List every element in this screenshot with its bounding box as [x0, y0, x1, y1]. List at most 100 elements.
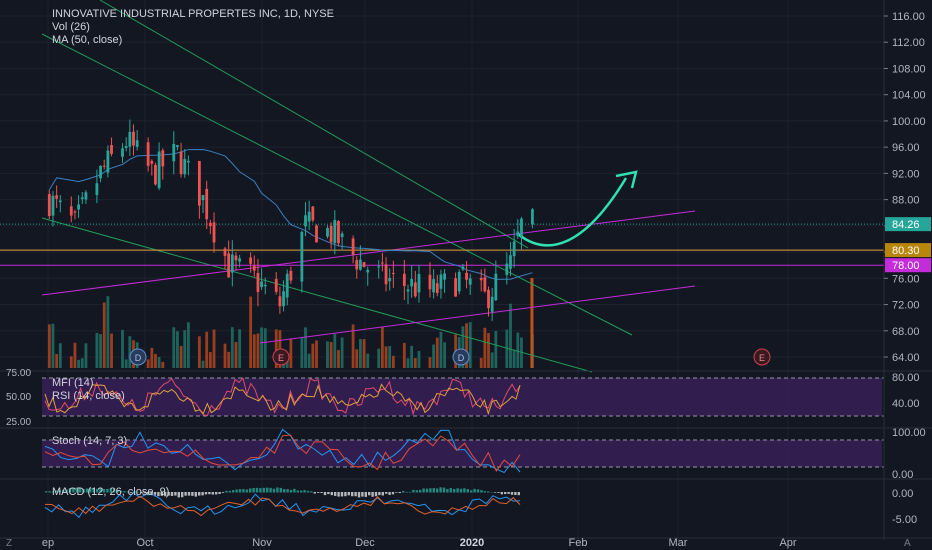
rsi-indicator-label[interactable]: RSI (14, close)	[52, 390, 125, 402]
candle-body	[465, 272, 468, 280]
macd-indicator-label[interactable]: MACD (12, 26, close, 9)	[52, 486, 170, 498]
candle-body	[106, 150, 110, 173]
volume-bar	[340, 337, 344, 368]
macd-histogram-bar	[160, 492, 163, 496]
volume-bar	[410, 345, 414, 368]
candle-body	[201, 195, 205, 201]
candle-body	[161, 150, 165, 167]
candle-body	[73, 211, 77, 213]
chart-legend: INNOVATIVE INDUSTRIAL PROPERTES INC, 1D,…	[52, 8, 334, 47]
volume-bar	[333, 333, 337, 368]
candle-body	[457, 271, 461, 292]
candle-body	[285, 273, 289, 298]
mfi-rsi-legend: MFI (14) RSI (14, close)	[52, 377, 125, 403]
macd-legend: MACD (12, 26, close, 9)	[52, 486, 169, 499]
macd-histogram-bar	[361, 492, 364, 497]
volume-bar	[234, 342, 238, 368]
volume-indicator-label[interactable]: Vol (26)	[52, 21, 90, 33]
volume-bar	[154, 353, 157, 368]
volume-bar	[80, 358, 84, 368]
macd-histogram-bar	[130, 492, 133, 493]
volume-bar	[505, 329, 509, 368]
drawing-tools[interactable]	[0, 0, 884, 373]
mfi-indicator-label[interactable]: MFI (14)	[52, 377, 94, 389]
volume-bar	[106, 296, 110, 368]
macd-histogram-bar	[164, 492, 167, 497]
candle-body	[362, 262, 366, 268]
volume-bar	[307, 353, 311, 368]
macd-histogram-bar	[96, 488, 99, 493]
volume-bar	[124, 359, 128, 368]
volume-bar	[161, 361, 165, 368]
macd-histogram-bar	[459, 488, 463, 493]
macd-histogram-bar	[327, 492, 330, 495]
event-marker-letter: D	[135, 353, 142, 363]
macd-histogram-bar	[45, 491, 48, 493]
ma-indicator-label[interactable]: MA (50, close)	[52, 34, 123, 46]
channel-line-lower	[259, 285, 696, 344]
candle-body	[128, 131, 132, 147]
candle-body	[80, 197, 84, 200]
macd-histogram-bar	[228, 490, 231, 493]
candle-body	[289, 270, 293, 281]
volume-bar	[150, 347, 154, 368]
macd-histogram-bar	[174, 492, 177, 496]
macd-histogram-bar	[65, 489, 68, 493]
macd-histogram-bar	[283, 489, 286, 493]
event-marker-dividend[interactable]: D	[452, 348, 470, 366]
candle-body	[461, 266, 465, 270]
macd-histogram-bar	[405, 491, 408, 493]
stoch-indicator-label[interactable]: Stoch (14, 7, 3)	[52, 435, 128, 447]
ma-50-line	[48, 149, 533, 280]
event-marker-earnings[interactable]: E	[272, 348, 290, 366]
chart-title: INNOVATIVE INDUSTRIAL PROPERTES INC, 1D,…	[52, 8, 334, 20]
macd-signal-line	[44, 495, 521, 517]
rsi-line	[44, 383, 521, 416]
candle-body	[77, 204, 80, 210]
event-marker-earnings[interactable]: E	[753, 348, 771, 366]
y-tick-label: 92.00	[892, 168, 920, 180]
macd-histogram-bar	[198, 492, 201, 496]
candle-body	[359, 259, 362, 270]
macd-histogram-bar	[514, 492, 517, 496]
volume-bar	[274, 329, 278, 368]
event-marker-letter: E	[759, 353, 765, 363]
volume-bar	[77, 359, 80, 368]
macd-histogram-bar	[347, 492, 350, 496]
rsi-left-label: 25.00	[6, 417, 31, 428]
macd-histogram-bar	[480, 490, 483, 493]
volume-bar	[355, 349, 359, 368]
volume-bar	[128, 336, 132, 368]
candle-body	[172, 143, 176, 162]
volume-bar	[465, 323, 468, 368]
volume-bar	[179, 345, 183, 368]
candle-body	[99, 165, 102, 179]
macd-histogram-bar	[432, 488, 435, 493]
candle-body	[304, 215, 307, 227]
volume-bar	[201, 360, 205, 368]
macd-histogram-bar	[123, 491, 126, 493]
zoom-button[interactable]: Z	[6, 538, 12, 549]
rsi-left-label: 75.00	[6, 368, 31, 379]
candle-body	[337, 221, 340, 244]
macd-histogram-bar	[235, 489, 238, 493]
candle-body	[311, 206, 315, 221]
macd-histogram-bar	[504, 492, 507, 495]
candle-body	[95, 183, 99, 195]
volume-bar	[187, 322, 190, 368]
volume-bar	[256, 333, 260, 368]
macd-histogram-bar	[300, 490, 303, 493]
macd-histogram-bar	[48, 491, 51, 493]
auto-scale-button[interactable]: A	[904, 538, 911, 549]
y-tick-label: 88.00	[892, 195, 920, 207]
macd-histogram-bar	[245, 489, 248, 493]
macd-histogram-bar	[378, 492, 381, 496]
price-label-text: 78.00	[892, 260, 920, 272]
event-marker-dividend[interactable]: D	[129, 348, 147, 366]
macd-histogram-bar	[419, 489, 422, 493]
macd-histogram-bar	[357, 492, 361, 498]
macd-histogram-bar	[266, 487, 269, 493]
candle-body	[121, 148, 124, 157]
